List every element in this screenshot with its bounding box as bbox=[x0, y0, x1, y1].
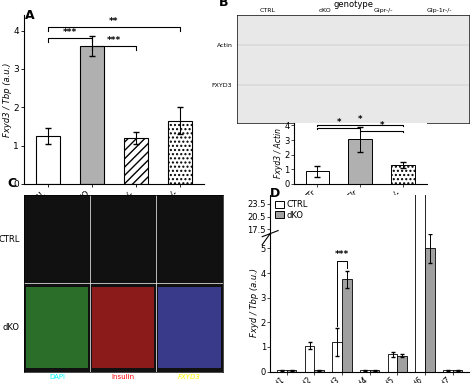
Bar bbox=[306, 172, 329, 184]
FancyBboxPatch shape bbox=[26, 375, 88, 383]
Y-axis label: Fxyd / Tbp (a.u.): Fxyd / Tbp (a.u.) bbox=[250, 268, 259, 337]
Text: Glp-1r-/-: Glp-1r-/- bbox=[426, 8, 452, 13]
Text: CTRL: CTRL bbox=[259, 8, 275, 13]
Text: CTRL: CTRL bbox=[0, 235, 20, 244]
Bar bbox=[314, 370, 324, 372]
FancyBboxPatch shape bbox=[158, 287, 221, 368]
Text: C: C bbox=[8, 177, 17, 190]
Text: FXYD3: FXYD3 bbox=[178, 373, 201, 380]
Text: ***: *** bbox=[335, 250, 349, 260]
Bar bbox=[388, 354, 397, 372]
Bar bbox=[305, 345, 314, 372]
Text: Insulin: Insulin bbox=[112, 373, 135, 380]
Text: ***: *** bbox=[107, 36, 121, 45]
Text: *: * bbox=[379, 121, 384, 130]
Bar bbox=[453, 370, 462, 372]
Bar bbox=[425, 249, 435, 372]
Text: Gipr-/-: Gipr-/- bbox=[374, 8, 393, 13]
Legend: CTRL, dKO: CTRL, dKO bbox=[274, 200, 309, 220]
Bar bbox=[443, 370, 453, 372]
Bar bbox=[168, 121, 192, 184]
Text: DAPI: DAPI bbox=[49, 373, 65, 380]
Text: genotype: genotype bbox=[333, 0, 373, 9]
Bar bbox=[391, 165, 415, 184]
Text: Actin: Actin bbox=[217, 43, 232, 48]
Bar bbox=[124, 138, 148, 184]
Bar bbox=[415, 0, 425, 372]
Bar bbox=[287, 370, 296, 372]
Bar bbox=[342, 279, 352, 372]
Text: dKO: dKO bbox=[319, 8, 332, 13]
Y-axis label: Fxyd3 / Actin: Fxyd3 / Actin bbox=[274, 128, 283, 178]
Bar bbox=[415, 164, 425, 234]
Text: *: * bbox=[337, 118, 341, 127]
Text: A: A bbox=[25, 9, 35, 22]
Y-axis label: Fxyd3 / Tbp (a.u.): Fxyd3 / Tbp (a.u.) bbox=[3, 62, 12, 137]
Bar bbox=[348, 139, 372, 184]
Text: dKO: dKO bbox=[3, 323, 20, 332]
FancyBboxPatch shape bbox=[158, 375, 221, 383]
FancyBboxPatch shape bbox=[92, 375, 155, 383]
Bar bbox=[370, 370, 379, 372]
FancyBboxPatch shape bbox=[26, 287, 88, 368]
Text: *: * bbox=[358, 115, 363, 124]
Bar bbox=[36, 136, 60, 184]
Text: ***: *** bbox=[63, 28, 77, 37]
Text: D: D bbox=[270, 187, 281, 200]
Bar bbox=[332, 342, 342, 372]
Bar bbox=[277, 370, 287, 372]
Text: B: B bbox=[219, 0, 228, 9]
Bar bbox=[360, 370, 370, 372]
Bar bbox=[397, 355, 407, 372]
Bar bbox=[80, 46, 104, 184]
Text: FXYD3: FXYD3 bbox=[212, 82, 232, 88]
Text: **: ** bbox=[109, 17, 118, 26]
FancyBboxPatch shape bbox=[92, 287, 155, 368]
